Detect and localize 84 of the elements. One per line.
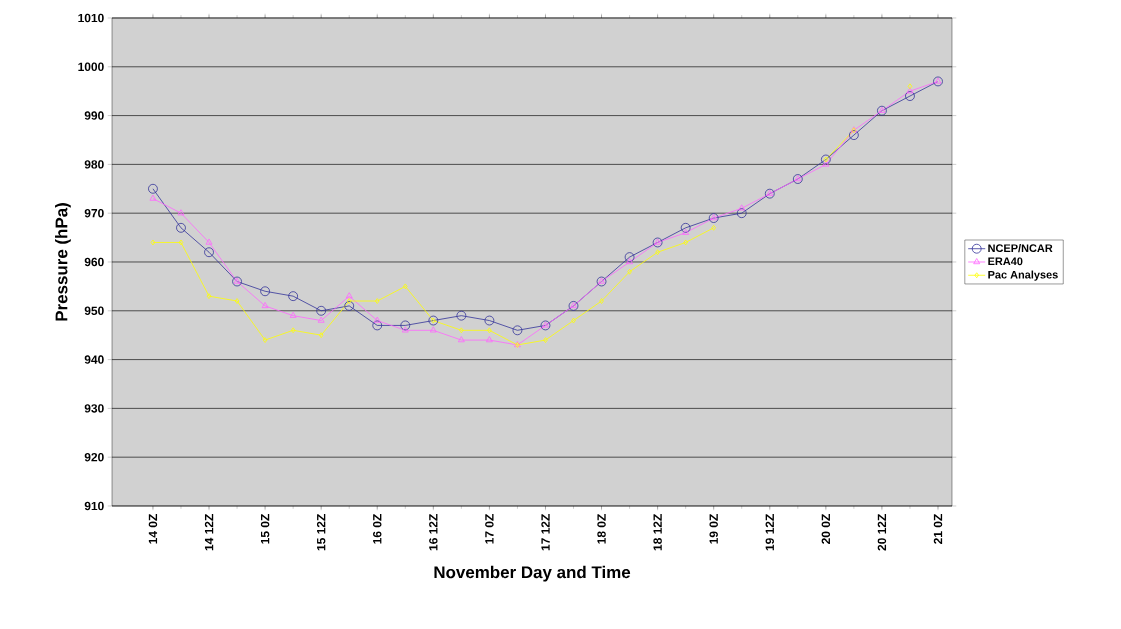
point <box>682 228 690 235</box>
x-tick-label: 21 0Z <box>933 514 943 544</box>
point <box>346 298 352 304</box>
x-tick-label: 17 0Z <box>485 514 494 544</box>
point <box>176 222 186 233</box>
point <box>345 292 353 299</box>
point <box>429 326 437 333</box>
point <box>318 332 324 339</box>
point <box>543 337 548 343</box>
point <box>178 239 184 246</box>
y-tick-label: 930 <box>84 404 104 413</box>
x-tick-label: 20 12Z <box>877 514 887 551</box>
x-tick-label: 17 12Z <box>541 514 550 551</box>
x-tick-label: 16 12Z <box>429 514 438 551</box>
point <box>372 320 383 331</box>
point <box>711 224 716 231</box>
x-tick-label: 16 0Z <box>373 514 382 544</box>
point <box>262 337 268 343</box>
x-tick-label: 15 0Z <box>260 514 270 544</box>
point <box>907 83 913 90</box>
point <box>680 222 691 233</box>
x-tick-label: 18 12Z <box>653 514 662 551</box>
y-tick-label: 970 <box>84 208 104 218</box>
legend-label: NCEP/NCAR <box>988 243 1053 253</box>
point <box>205 238 213 245</box>
point <box>403 283 408 290</box>
point <box>289 311 297 318</box>
point <box>599 298 604 304</box>
legend-label: Pac Analyses <box>988 270 1058 281</box>
x-tick-label: 19 12Z <box>765 514 774 551</box>
x-tick-label: 18 0Z <box>597 514 606 544</box>
point <box>905 91 915 101</box>
point <box>849 130 859 140</box>
point <box>317 316 325 323</box>
point <box>457 336 465 343</box>
legend-label: ERA40 <box>988 257 1023 266</box>
point <box>484 315 495 326</box>
point <box>290 327 296 334</box>
point <box>374 298 380 304</box>
y-tick-label: 990 <box>84 111 104 120</box>
point <box>627 268 632 275</box>
point <box>487 327 492 334</box>
x-tick-label: 19 0Z <box>709 514 718 544</box>
y-tick-label: 1010 <box>78 13 104 23</box>
point <box>456 310 467 321</box>
point <box>149 194 157 201</box>
y-tick-label: 1000 <box>78 62 104 72</box>
point <box>512 325 523 336</box>
point <box>400 320 411 331</box>
x-tick-label: 15 12Z <box>316 514 326 551</box>
point <box>373 316 381 323</box>
y-tick-label: 980 <box>84 160 104 169</box>
point <box>148 183 158 194</box>
point <box>288 291 299 302</box>
point <box>260 286 270 297</box>
y-axis-title: Pressure (hPa) <box>55 203 71 321</box>
point <box>906 87 914 94</box>
x-axis-title: November Day and Time <box>434 565 631 582</box>
y-tick-label: 920 <box>84 452 104 462</box>
x-tick-label: 14 12Z <box>204 514 214 551</box>
point <box>822 160 830 167</box>
point <box>344 301 355 311</box>
point <box>234 298 240 304</box>
y-tick-label: 910 <box>84 501 104 511</box>
point <box>736 208 747 219</box>
point <box>459 327 464 334</box>
point <box>738 204 746 211</box>
point <box>683 239 688 246</box>
point <box>655 249 660 256</box>
point <box>401 326 409 333</box>
point <box>624 252 635 262</box>
point <box>206 293 212 300</box>
point <box>204 247 214 258</box>
point <box>626 258 633 265</box>
point <box>485 336 493 343</box>
point <box>261 302 269 309</box>
point <box>571 317 576 324</box>
point <box>316 305 327 316</box>
x-tick-label: 14 0Z <box>148 514 158 544</box>
y-tick-label: 940 <box>84 355 104 364</box>
y-tick-label: 960 <box>84 257 104 267</box>
y-tick-label: 950 <box>84 306 104 316</box>
point <box>177 209 185 216</box>
x-tick-label: 20 0Z <box>821 514 831 544</box>
